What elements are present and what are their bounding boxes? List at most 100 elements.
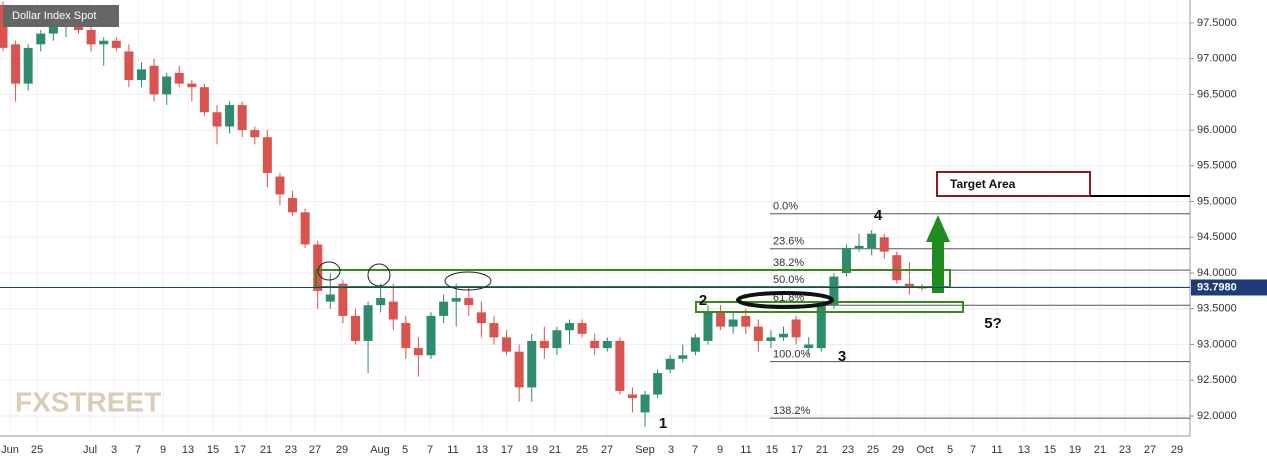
candle-body (565, 323, 575, 331)
x-tick-label: 13 (476, 444, 488, 456)
x-tick-label: 21 (260, 444, 272, 456)
candle-body (539, 340, 549, 349)
x-tick-label: 23 (285, 444, 297, 456)
arrow (926, 215, 950, 293)
wave-label: 3 (838, 348, 846, 365)
grid (0, 0, 1190, 436)
x-tick-label: 3 (111, 444, 117, 456)
x-tick-label: 25 (576, 444, 588, 456)
last-price-tag (1191, 279, 1267, 296)
candle-body (86, 30, 96, 45)
x-tick-label: Aug (370, 444, 390, 456)
x-tick-label: 21 (1094, 444, 1106, 456)
ellipse (444, 271, 492, 291)
candle-body (99, 40, 109, 45)
candle-body (464, 298, 474, 306)
candle-body (363, 305, 373, 341)
candle-body (665, 358, 675, 370)
x-tick-label: 19 (526, 444, 538, 456)
x-tick-label: 5 (947, 444, 953, 456)
x-tick-label: 9 (160, 444, 166, 456)
x-tick-label: 7 (692, 444, 698, 456)
candle-body (716, 312, 726, 327)
y-tick-label: 93.0000 (1197, 338, 1237, 350)
candle-body (388, 301, 398, 320)
x-tick-label: 29 (892, 444, 904, 456)
candle-body (590, 340, 600, 349)
axes: 92.0000 92.5000 93.0000 93.5000 94.0000 94.50… (0, 17, 1267, 456)
target-box (936, 171, 1091, 197)
candle-body (514, 351, 524, 388)
wave-label: 1 (659, 415, 667, 432)
candle-body (325, 294, 335, 302)
candle-body (904, 283, 914, 288)
x-tick-label: 13 (182, 444, 194, 456)
x-tick-label: 7 (135, 444, 141, 456)
candle-body (451, 298, 461, 302)
x-tick-label: 17 (501, 444, 513, 456)
y-tick-label: 96.0000 (1197, 124, 1237, 136)
candle-body (313, 244, 323, 291)
candle-body (816, 305, 826, 349)
candle-body (225, 105, 235, 127)
candle-body (413, 348, 423, 356)
fib-label: 100.0% (773, 349, 811, 361)
candle-body (262, 137, 272, 173)
candle-body (627, 394, 637, 399)
fib-label: 38.2% (773, 257, 804, 269)
candle-body (124, 51, 134, 81)
candle-body (753, 326, 763, 341)
candle-body (23, 47, 33, 84)
x-tick-label: 17 (234, 444, 246, 456)
candle-body (439, 301, 449, 316)
candle-body (162, 76, 172, 95)
x-tick-label: 19 (1069, 444, 1081, 456)
x-tick-label: 29 (1171, 444, 1183, 456)
candle-body (11, 44, 21, 84)
wave-label: 4 (874, 207, 883, 224)
candle-body (401, 323, 411, 349)
candle-body (36, 33, 46, 45)
candle-body (376, 298, 386, 306)
candle-body (741, 315, 751, 327)
ellipse (317, 261, 341, 281)
y-tick-label: 94.5000 (1197, 231, 1237, 243)
candle-body (892, 255, 902, 281)
candle-body (149, 65, 159, 95)
candle-body (111, 40, 121, 48)
x-tick-label: 3 (668, 444, 674, 456)
candle-body (678, 355, 688, 359)
y-tick-label: 95.5000 (1197, 160, 1237, 172)
x-tick-label: 7 (970, 444, 976, 456)
candle-body (502, 337, 512, 352)
title-box (3, 5, 119, 27)
y-tick-label: 96.5000 (1197, 88, 1237, 100)
x-tick-label: 11 (740, 444, 751, 456)
x-tick-label: 23 (1119, 444, 1131, 456)
candle-body (489, 323, 499, 338)
candle-body (250, 130, 260, 138)
y-tick-label: 97.5000 (1197, 17, 1237, 29)
candle-body (350, 315, 360, 341)
candle-body (766, 337, 776, 341)
candle-body (527, 340, 537, 388)
candle-body (615, 340, 625, 391)
x-tick-label: 23 (842, 444, 854, 456)
candle-body (136, 69, 146, 81)
target-label: Target Area (950, 177, 1016, 191)
fib-label: 138.2% (773, 405, 811, 417)
candle-body (212, 112, 222, 127)
y-tick-label: 97.0000 (1197, 53, 1237, 65)
candle-body (552, 330, 562, 349)
x-tick-label: 17 (791, 444, 803, 456)
fib-label: 50.0% (773, 274, 804, 286)
candle-body (338, 283, 348, 316)
last-price-label: 93.7980 (1197, 281, 1237, 293)
candle-body (199, 87, 209, 113)
x-tick-label: 7 (427, 444, 433, 456)
candle-body (476, 312, 486, 324)
ellipse (367, 263, 391, 287)
candle-body (237, 105, 247, 131)
